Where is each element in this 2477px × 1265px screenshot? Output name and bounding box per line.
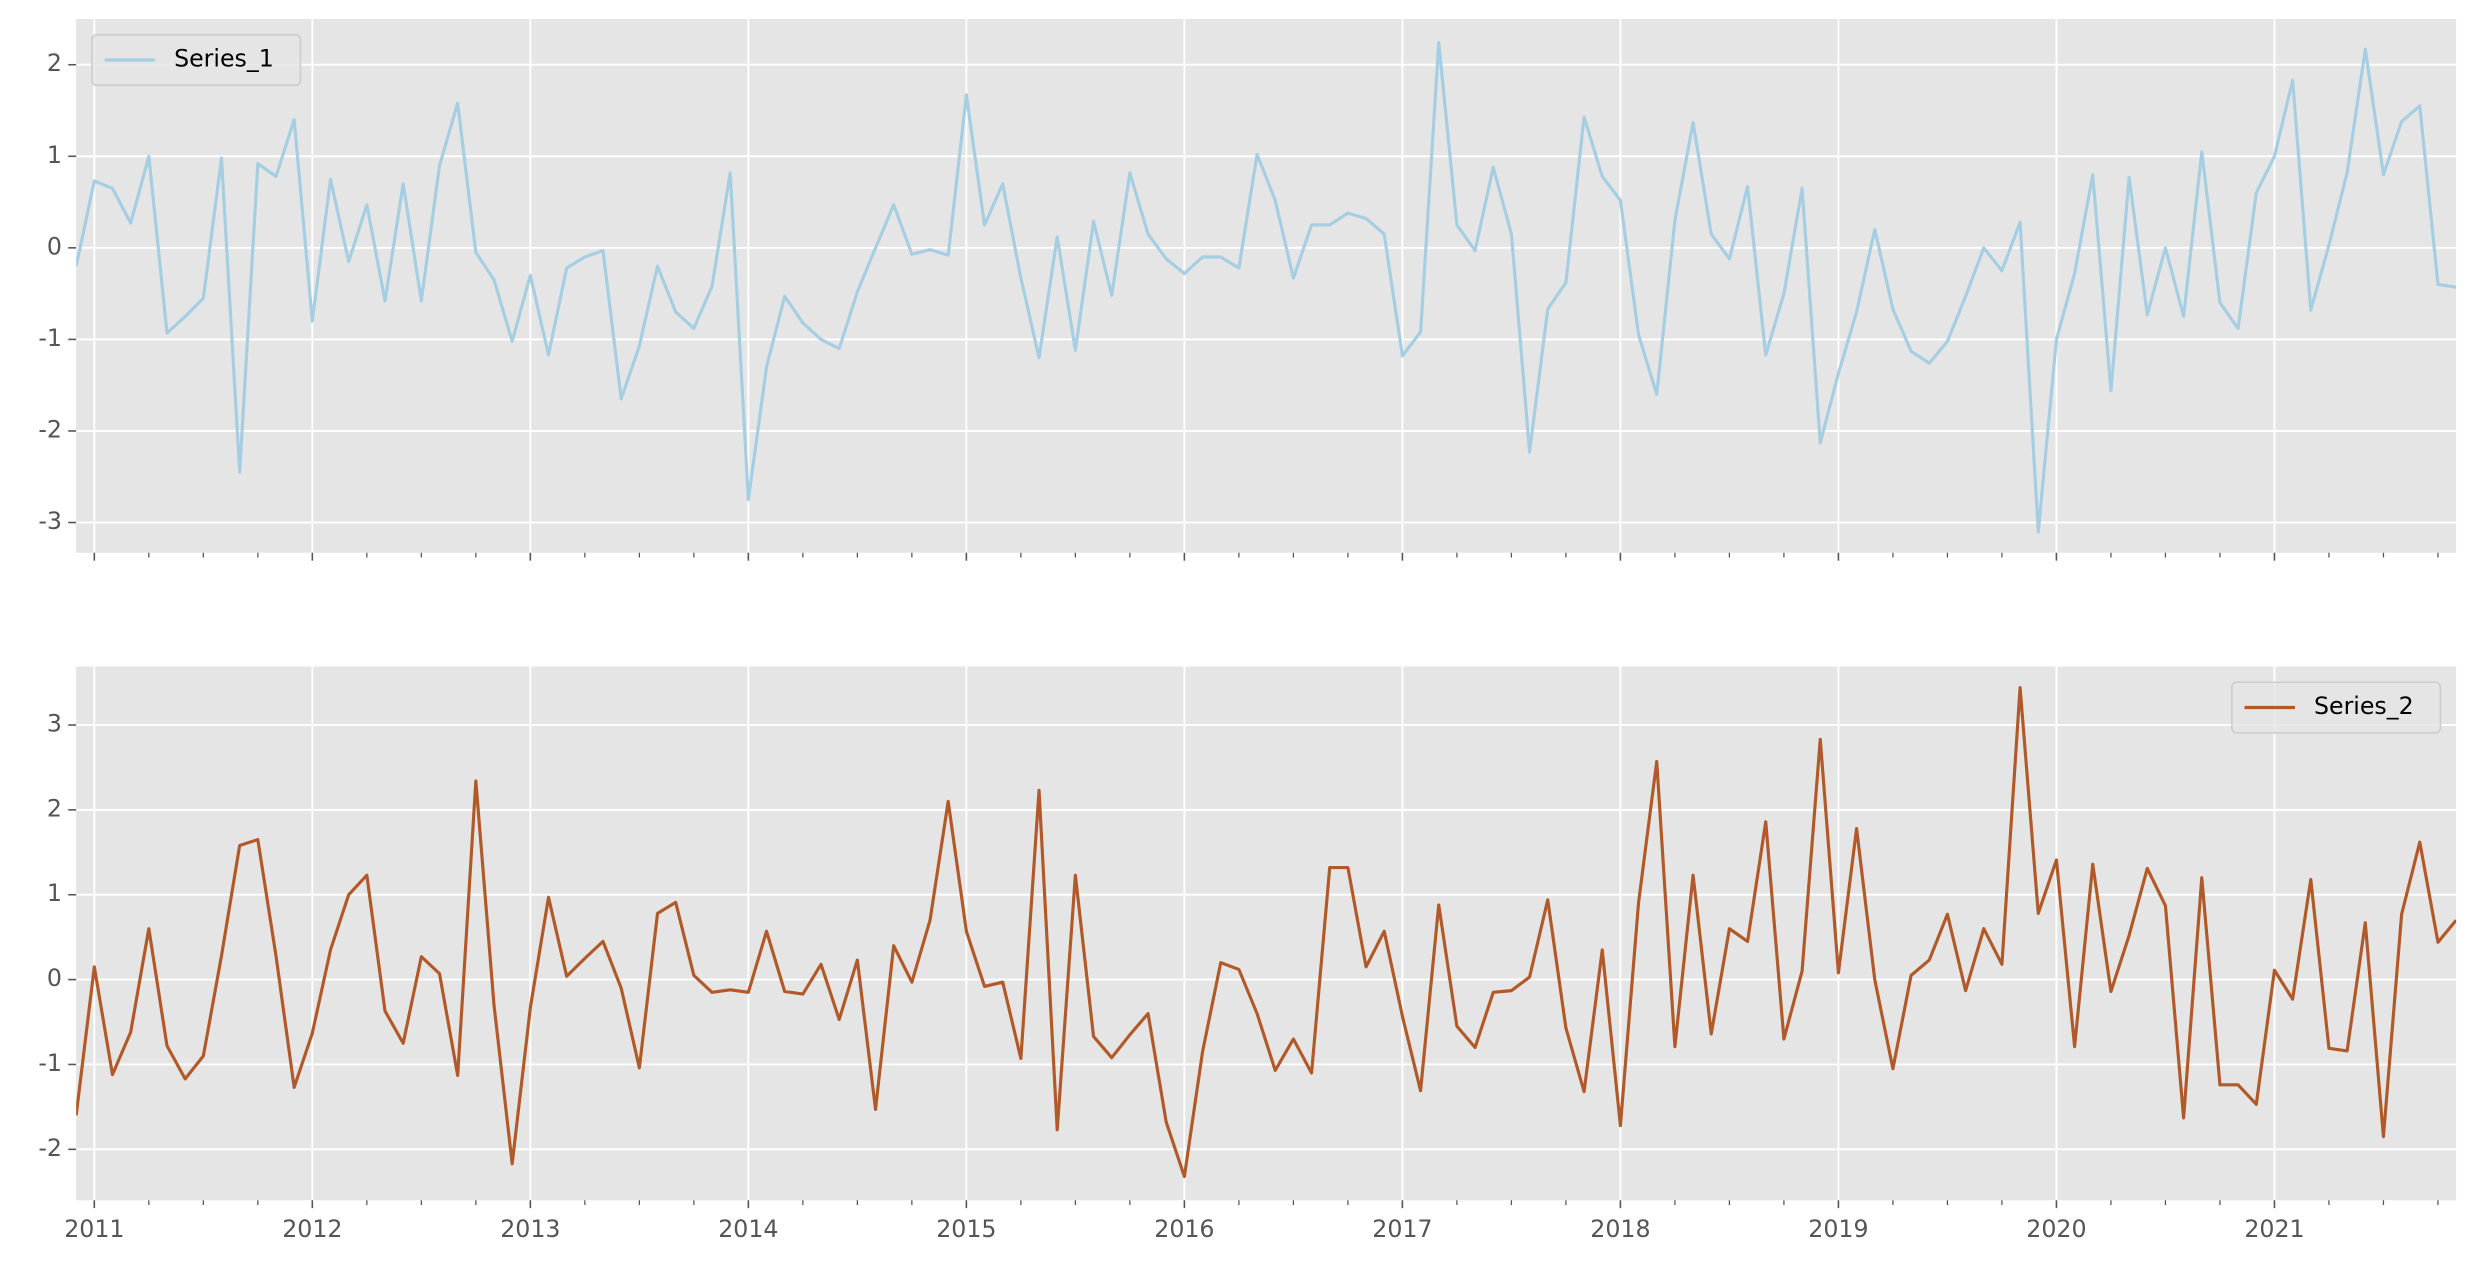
y-tick-label: 3 (47, 710, 62, 738)
legend-box (2231, 681, 2442, 734)
x-tick-label: 2012 (282, 1215, 342, 1243)
series-line (76, 686, 2457, 1179)
legend-label: Series_2 (2314, 692, 2414, 720)
legend-box (91, 33, 302, 87)
x-tick-label: 2015 (936, 1215, 996, 1243)
x-tick-label: 2011 (64, 1215, 124, 1243)
x-tick-label: 2016 (1154, 1215, 1214, 1243)
plot-background (76, 666, 2457, 1201)
plot-background (76, 18, 2457, 553)
y-tick-label: -1 (38, 324, 62, 352)
x-tick-label: 2018 (1590, 1215, 1650, 1243)
subplot: -3 -2 -1 0 1 2 Series_1 (38, 18, 2457, 561)
x-tick-label: 2019 (1808, 1215, 1868, 1243)
subplot: -2 -1 0 1 2 3 2011 2012 2013 2014 2015 2016 2017 2018… (38, 666, 2457, 1243)
y-tick-label: 2 (47, 49, 62, 77)
x-tick-label: 2013 (500, 1215, 560, 1243)
legend: Series_2 (2231, 681, 2442, 734)
y-tick-label: -2 (38, 415, 62, 443)
y-tick-label: 1 (47, 141, 62, 169)
y-tick-label: 0 (47, 964, 62, 992)
y-tick-label: -1 (38, 1049, 62, 1077)
x-tick-label: 2020 (2026, 1215, 2086, 1243)
y-tick-label: 0 (47, 232, 62, 260)
x-tick-label: 2017 (1372, 1215, 1432, 1243)
y-tick-label: -2 (38, 1134, 62, 1162)
y-tick-label: 2 (47, 794, 62, 822)
legend: Series_1 (91, 33, 302, 87)
series-line (76, 41, 2457, 534)
y-tick-label: 1 (47, 879, 62, 907)
x-tick-label: 2014 (718, 1215, 778, 1243)
x-tick-label: 2021 (2244, 1215, 2304, 1243)
y-tick-label: -3 (38, 507, 62, 535)
legend-label: Series_1 (174, 45, 274, 73)
